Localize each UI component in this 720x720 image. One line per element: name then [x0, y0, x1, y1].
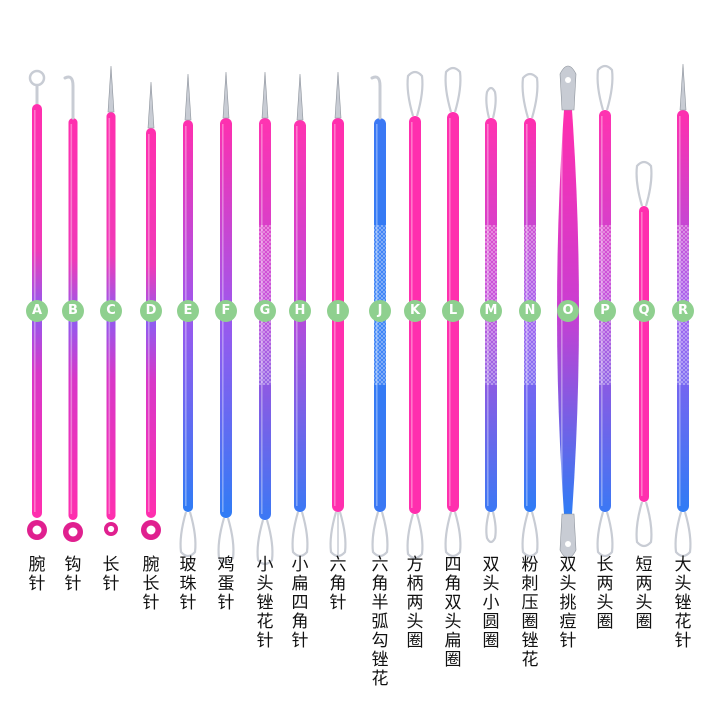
- needle-tip: [147, 81, 155, 129]
- tool-name-label: 玻珠针: [179, 555, 197, 613]
- hook-tip: [370, 75, 382, 120]
- tool-name-label: 六角针: [329, 555, 347, 613]
- tool-letter-badge: K: [404, 300, 426, 322]
- tool-name-label: 长针: [102, 555, 120, 594]
- needle-tip: [222, 71, 230, 119]
- needle-tip: [184, 73, 192, 121]
- handle-highlight: [148, 134, 150, 512]
- tool-letter-badge: C: [100, 300, 122, 322]
- tool-letter-badge: L: [442, 300, 464, 322]
- hook-tip: [63, 75, 75, 120]
- tool-name-label: 长两头圈: [596, 555, 614, 632]
- tool-letter-badge: F: [215, 300, 237, 322]
- tool-name-label: 腕针: [28, 555, 46, 594]
- tool-name-label: 短两头圈: [635, 555, 653, 632]
- loop-tip: [635, 501, 653, 548]
- tool-letter-badge: M: [480, 300, 502, 322]
- needle-tip: [296, 73, 304, 121]
- spoon-tip: [559, 513, 577, 559]
- tool-name-label: 钩针: [64, 555, 82, 594]
- needle-tip: [334, 71, 342, 119]
- handle: [146, 128, 156, 518]
- loop-tip: [179, 511, 197, 558]
- tool-letter-badge: R: [672, 300, 694, 322]
- tool-name-label: 小扁四角针: [291, 555, 309, 651]
- spoon-hole: [565, 77, 571, 83]
- ball-hole: [32, 525, 42, 535]
- ring-tip: [28, 69, 46, 87]
- spoon-hole: [565, 541, 571, 547]
- loop-tip: [521, 511, 539, 558]
- needle-tip: [261, 71, 269, 119]
- loop-tip: [635, 160, 653, 207]
- loop-tip: [217, 517, 235, 564]
- tool-name-label: 粉刺压圈锉花: [521, 555, 539, 670]
- tool-name-label: 双头挑痘针: [559, 555, 577, 651]
- needle-tip: [107, 65, 115, 113]
- tool-name-label: 方柄两头圈: [406, 555, 424, 651]
- loop-tip: [371, 511, 389, 558]
- tool-name-label: 小头锉花针: [256, 555, 274, 651]
- tool-letter-badge: B: [62, 300, 84, 322]
- tool-letter-badge: Q: [633, 300, 655, 322]
- loop-tip: [674, 511, 692, 558]
- tool-letter-badge: J: [369, 300, 391, 322]
- tool-letter-badge: A: [26, 300, 48, 322]
- tool-letter-badge: E: [177, 300, 199, 322]
- loop-tip: [521, 72, 539, 119]
- spoon-tip: [559, 65, 577, 111]
- tool-letter-badge: P: [594, 300, 616, 322]
- tool-letter-badge: D: [140, 300, 162, 322]
- handle: [639, 206, 649, 502]
- needle-tip: [679, 63, 687, 111]
- tool-name-label: 双头小圆圈: [482, 555, 500, 651]
- tool-letter-badge: N: [519, 300, 541, 322]
- tool-letter-badge: I: [327, 300, 349, 322]
- tool-name-label: 腕长针: [142, 555, 160, 613]
- loop-tip: [596, 511, 614, 558]
- loop-tip: [596, 64, 614, 111]
- loop-tip: [444, 66, 462, 113]
- loop-tip: [406, 513, 424, 560]
- tool-name-label: 鸡蛋针: [217, 555, 235, 613]
- tool-letter-badge: O: [557, 300, 579, 322]
- loop-tip: [291, 511, 309, 558]
- loop-tip: [444, 511, 462, 558]
- handle-highlight: [641, 212, 643, 496]
- loop-tip: [485, 511, 497, 544]
- ball-hole: [146, 525, 156, 535]
- ball-hole: [107, 525, 115, 533]
- loop-tip: [256, 519, 274, 566]
- tool-d: [141, 81, 161, 540]
- tool-letter-badge: G: [254, 300, 276, 322]
- tool-name-label: 大头锉花针: [674, 555, 692, 651]
- tool-q: [635, 160, 653, 548]
- tool-letter-badge: H: [289, 300, 311, 322]
- loop-tip: [485, 86, 497, 119]
- loop-tip: [406, 70, 424, 117]
- tool-name-label: 四角双头扁圈: [444, 555, 462, 670]
- ball-hole: [68, 527, 78, 537]
- tool-name-label: 六角半弧勾锉花: [371, 555, 389, 689]
